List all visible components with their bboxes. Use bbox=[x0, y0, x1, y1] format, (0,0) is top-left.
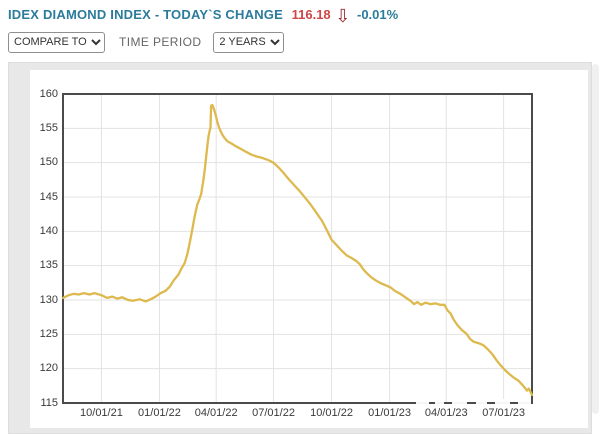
x-tick-label: 04/01/22 bbox=[194, 407, 238, 419]
y-tick-label: 115 bbox=[40, 396, 58, 409]
watermark-overlay bbox=[435, 400, 444, 406]
index-series-line bbox=[61, 103, 534, 396]
watermark-overlay bbox=[518, 400, 531, 407]
watermark-overlay bbox=[537, 399, 546, 405]
time-period-label: TIME PERIOD bbox=[119, 35, 202, 49]
y-tick-label: 140 bbox=[39, 224, 58, 237]
watermark-overlay bbox=[416, 399, 429, 405]
x-tick-label: 10/01/21 bbox=[80, 407, 123, 419]
x-tick-label: 07/01/22 bbox=[252, 407, 295, 419]
y-tick-label: 145 bbox=[39, 190, 58, 203]
chart-area: 160 155 150 145 140 135 130 125 120 115 10/01/21 01… bbox=[30, 70, 588, 428]
x-tick-label: 10/01/22 bbox=[310, 407, 353, 419]
compare-to-select[interactable]: COMPARE TO bbox=[8, 31, 105, 53]
watermark-overlay bbox=[426, 410, 440, 420]
y-tick-label: 130 bbox=[39, 293, 58, 306]
scrollbar[interactable] bbox=[592, 64, 599, 414]
index-value: 116.18 bbox=[291, 7, 331, 22]
index-change-percent: -0.01% bbox=[357, 7, 399, 22]
y-tick-label: 155 bbox=[39, 121, 58, 134]
page-title: IDEX DIAMOND INDEX - TODAY`S CHANGE bbox=[8, 7, 283, 22]
controls-bar: COMPARE TO TIME PERIOD 2 YEARS bbox=[8, 31, 285, 53]
index-header: IDEX DIAMOND INDEX - TODAY`S CHANGE 116.… bbox=[8, 6, 398, 27]
chart-panel: 160 155 150 145 140 135 130 125 120 115 10/01/21 01… bbox=[8, 62, 592, 434]
watermark-overlay bbox=[495, 399, 510, 405]
watermark-overlay bbox=[490, 413, 496, 420]
down-arrow-icon: ⇩ bbox=[335, 6, 351, 26]
y-tick-label: 135 bbox=[39, 259, 58, 272]
x-tick-label: 07/01/23 bbox=[482, 407, 526, 419]
index-line-chart bbox=[61, 93, 546, 421]
y-tick-label: 120 bbox=[39, 362, 58, 375]
watermark-overlay bbox=[514, 411, 526, 421]
x-tick-label: 01/01/22 bbox=[138, 407, 181, 419]
time-period-select[interactable]: 2 YEARS bbox=[213, 31, 285, 53]
watermark-overlay bbox=[476, 400, 487, 406]
y-tick-label: 125 bbox=[39, 327, 58, 340]
watermark-overlay bbox=[452, 398, 467, 405]
x-tick-label: 04/01/23 bbox=[424, 407, 468, 419]
watermark-overlay bbox=[442, 411, 450, 420]
plot-border bbox=[62, 93, 533, 404]
y-tick-label: 150 bbox=[39, 156, 58, 169]
y-tick-label: 160 bbox=[39, 87, 58, 100]
watermark-overlay bbox=[458, 410, 468, 419]
x-tick-label: 01/01/23 bbox=[368, 407, 411, 419]
